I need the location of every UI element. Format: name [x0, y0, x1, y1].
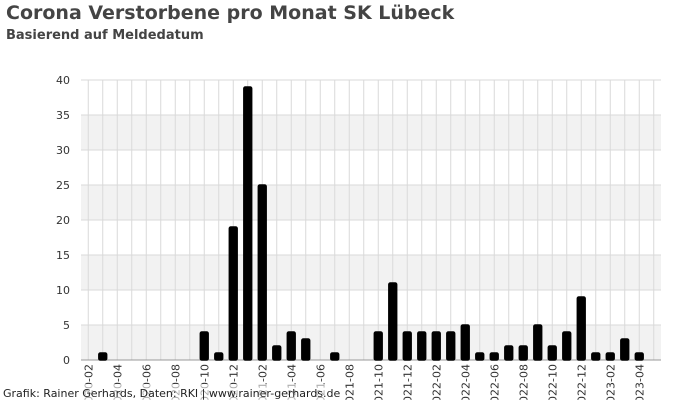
bar — [417, 331, 427, 361]
y-tick-label: 30 — [56, 144, 70, 157]
bar — [460, 324, 470, 361]
footer-bg — [0, 384, 330, 400]
grid-band — [81, 185, 661, 220]
x-tick-label: 2021-08 — [343, 364, 356, 400]
y-tick-label: 35 — [56, 109, 70, 122]
bar — [547, 345, 557, 361]
x-tick-label: 2022-04 — [459, 364, 472, 400]
chart-subtitle: Basierend auf Meldedatum — [6, 28, 204, 43]
x-tick-label: 2022-02 — [430, 364, 443, 400]
bar — [243, 86, 253, 361]
bar — [489, 352, 499, 361]
x-tick-label: 2021-12 — [401, 364, 414, 400]
bar — [301, 338, 311, 361]
chart-title: Corona Verstorbene pro Monat SK Lübeck — [6, 2, 455, 24]
x-tick-label: 2023-04 — [633, 364, 646, 400]
x-tick-label: 2021-10 — [372, 364, 385, 400]
bar — [562, 331, 572, 361]
bar — [402, 331, 412, 361]
bar — [504, 345, 514, 361]
bar — [576, 296, 586, 361]
bar — [446, 331, 456, 361]
bar — [533, 324, 543, 361]
bar — [257, 184, 267, 361]
bar — [475, 352, 485, 361]
y-tick-label: 10 — [56, 284, 70, 297]
x-tick-label: 2022-08 — [517, 364, 530, 400]
bar — [98, 352, 108, 361]
bar — [286, 331, 296, 361]
grid-band — [81, 255, 661, 290]
x-tick-label: 2022-12 — [575, 364, 588, 400]
grid-band — [81, 325, 661, 360]
y-tick-label: 20 — [56, 214, 70, 227]
bar — [518, 345, 528, 361]
bar — [272, 345, 282, 361]
bar — [199, 331, 209, 361]
bar — [330, 352, 340, 361]
x-tick-label: 2022-10 — [546, 364, 559, 400]
y-tick-label: 40 — [56, 74, 70, 87]
y-tick-label: 15 — [56, 249, 70, 262]
bar — [620, 338, 630, 361]
grid-band — [81, 115, 661, 150]
y-tick-label: 0 — [63, 354, 70, 367]
bar — [214, 352, 224, 361]
bar — [605, 352, 615, 361]
x-tick-label: 2023-02 — [604, 364, 617, 400]
bar — [634, 352, 644, 361]
footer: Grafik: Rainer Gerhards, Daten: RKI | ww… — [3, 387, 341, 400]
bar — [591, 352, 601, 361]
bar — [228, 226, 238, 361]
y-tick-label: 25 — [56, 179, 70, 192]
bar — [388, 282, 398, 361]
y-tick-label: 5 — [63, 319, 70, 332]
bar — [373, 331, 383, 361]
x-tick-label: 2022-06 — [488, 364, 501, 400]
bar — [431, 331, 441, 361]
